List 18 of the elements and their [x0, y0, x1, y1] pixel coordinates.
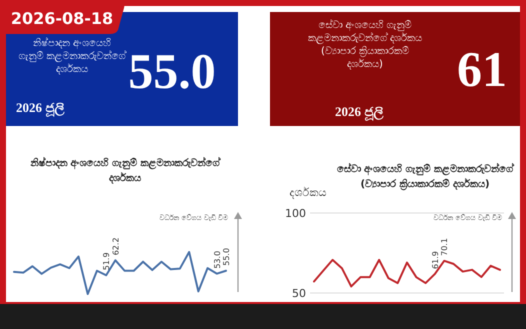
text: නිෂ්පාදන අංශයෙහි ගැනුම් කළමනාකරුවන්ගේ දර්ශකය [18, 36, 127, 75]
data-label: 61.9 [430, 251, 440, 269]
text: 55.0 [128, 43, 216, 99]
data-label: 62.2 [111, 237, 120, 256]
chart-title: සේවා අංශයෙහි ගැනුම් කළමනාකරුවන්ගේ (ව්‍යාපාර ක්‍රියාකාරකම් දර්ශකය) [336, 162, 516, 191]
text: සේවා අංශයෙහි ගැනුම් කළමනාකරුවන්ගේ දර්ශකය (ව්‍යාපාර ක්‍රියාකාරකම් දර්ශකය) [308, 18, 422, 70]
data-label: 53.0 [212, 250, 222, 269]
text: 2026 ජූලි [335, 104, 384, 121]
chart-title: නිෂ්පාදන අංශයෙහි ගැනුම් කළමනාකරුවන්ගේ දර්ශකය [29, 156, 222, 185]
data-label: 51.9 [102, 252, 112, 270]
text: 2026 ජූලි [16, 100, 64, 117]
text: 61 [457, 41, 507, 97]
text: 2026-08-18 [10, 9, 114, 28]
data-label: 55.0 [222, 248, 231, 266]
y-tick-label: 100 [285, 206, 306, 220]
data-label: 70.1 [440, 238, 450, 256]
y-tick-label: 50 [292, 286, 306, 300]
y-axis-title: දර්ශකය [290, 186, 326, 199]
